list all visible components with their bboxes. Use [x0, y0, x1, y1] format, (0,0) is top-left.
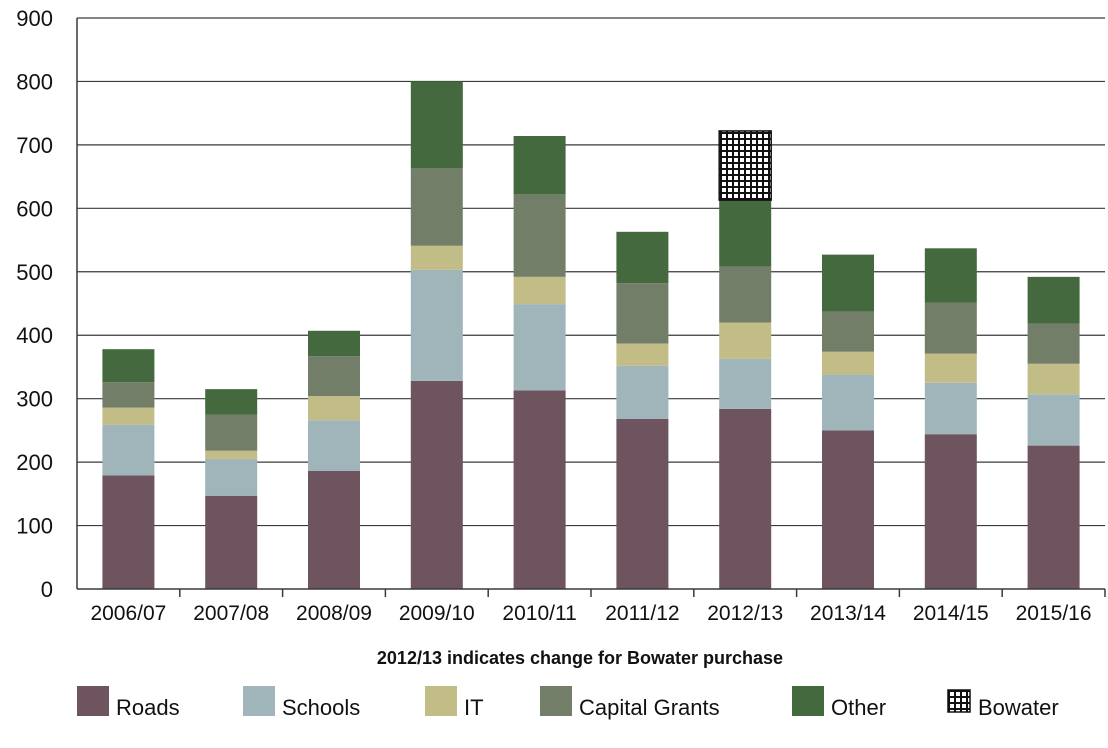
bar-segment	[205, 495, 258, 589]
bars	[102, 81, 1080, 589]
bar-segment	[513, 304, 566, 391]
bar-segment	[102, 407, 155, 425]
bar-segment	[308, 396, 360, 421]
x-tick-label: 2010/11	[502, 602, 576, 625]
bar-segment	[616, 231, 669, 284]
legend-label: Roads	[116, 695, 180, 720]
bar-segment	[822, 254, 874, 312]
y-tick-label: 300	[16, 387, 53, 412]
x-axis-title: 2012/13 indicates change for Bowater pur…	[377, 648, 783, 668]
y-tick-label: 100	[16, 514, 53, 539]
bar-segment	[718, 130, 772, 201]
bar-segment	[205, 458, 258, 496]
legend-label: Capital Grants	[579, 695, 720, 720]
legend-swatch	[243, 686, 275, 716]
bar-segment	[719, 358, 772, 409]
bar-segment	[205, 414, 258, 451]
bar-segment	[410, 81, 463, 169]
bar-segment	[1027, 445, 1080, 589]
bar-segment	[513, 390, 566, 589]
bar-segment	[513, 194, 566, 277]
x-tick-label: 2007/08	[193, 602, 269, 625]
bar-segment	[719, 322, 772, 359]
bar-segment	[616, 283, 669, 344]
x-tick-label: 2011/12	[605, 602, 679, 625]
y-tick-label: 400	[16, 323, 53, 348]
bar-segment	[410, 269, 463, 381]
y-tick-label: 700	[16, 133, 53, 158]
bar-segment	[102, 475, 155, 589]
x-tick-label: 2009/10	[399, 602, 475, 625]
bar-segment	[616, 418, 669, 589]
bar-segment	[616, 365, 669, 419]
bar-segment	[719, 200, 772, 267]
x-tick-label: 2013/14	[810, 602, 886, 625]
y-tick-label: 900	[16, 6, 53, 31]
bar-segment	[410, 380, 463, 589]
bar-segment	[616, 343, 669, 366]
y-tick-label: 800	[16, 69, 53, 94]
bar-segment	[822, 311, 874, 352]
bar-segment	[102, 424, 155, 476]
bar-segment	[513, 136, 566, 195]
bar-segment	[513, 276, 566, 305]
legend-swatch	[540, 686, 572, 716]
bar-segment	[308, 420, 360, 471]
legend-label: Bowater	[978, 695, 1059, 720]
bar-segment	[822, 374, 874, 431]
bar-segment	[924, 248, 977, 303]
axes: 0 100 200 300 400 500 600 700 800 900 2006/07 2007/…	[16, 6, 1106, 625]
bar-segment	[924, 382, 977, 435]
bar-segment	[308, 470, 360, 589]
bar-segment	[719, 266, 772, 323]
bar-segment	[924, 353, 977, 383]
bar-segment	[308, 356, 360, 397]
bar-segment	[1027, 394, 1080, 446]
legend-swatch	[425, 686, 457, 716]
x-tick-label: 2008/09	[296, 602, 372, 625]
legend: Roads Schools IT Capital Grants Other Bowater	[77, 686, 1059, 720]
x-tick-label: 2014/15	[913, 602, 989, 625]
legend-label: IT	[464, 695, 484, 720]
bar-segment	[1027, 363, 1080, 395]
y-tick-label: 500	[16, 260, 53, 285]
bar-segment	[924, 302, 977, 354]
bar-segment	[719, 408, 772, 589]
bar-segment	[822, 351, 874, 375]
bar-segment	[205, 389, 258, 415]
bar-segment	[102, 382, 155, 408]
bar-segment	[308, 330, 360, 357]
legend-swatch	[77, 686, 109, 716]
bar-segment	[822, 430, 874, 589]
legend-label: Other	[831, 695, 886, 720]
y-tick-label: 0	[41, 577, 53, 602]
legend-swatch	[947, 689, 971, 713]
bar-segment	[410, 168, 463, 246]
bar-segment	[1027, 323, 1080, 364]
bar-segment	[924, 434, 977, 589]
bar-segment	[1027, 276, 1080, 324]
legend-swatch	[792, 686, 824, 716]
bar-segment	[205, 450, 258, 459]
bar-segment	[102, 349, 155, 383]
y-tick-label: 600	[16, 196, 53, 221]
bar-segment	[410, 245, 463, 270]
x-tick-label: 2015/16	[1016, 602, 1092, 625]
y-tick-label: 200	[16, 450, 53, 475]
x-tick-label: 2006/07	[90, 602, 166, 625]
legend-label: Schools	[282, 695, 360, 720]
x-tick-label: 2012/13	[707, 602, 783, 625]
